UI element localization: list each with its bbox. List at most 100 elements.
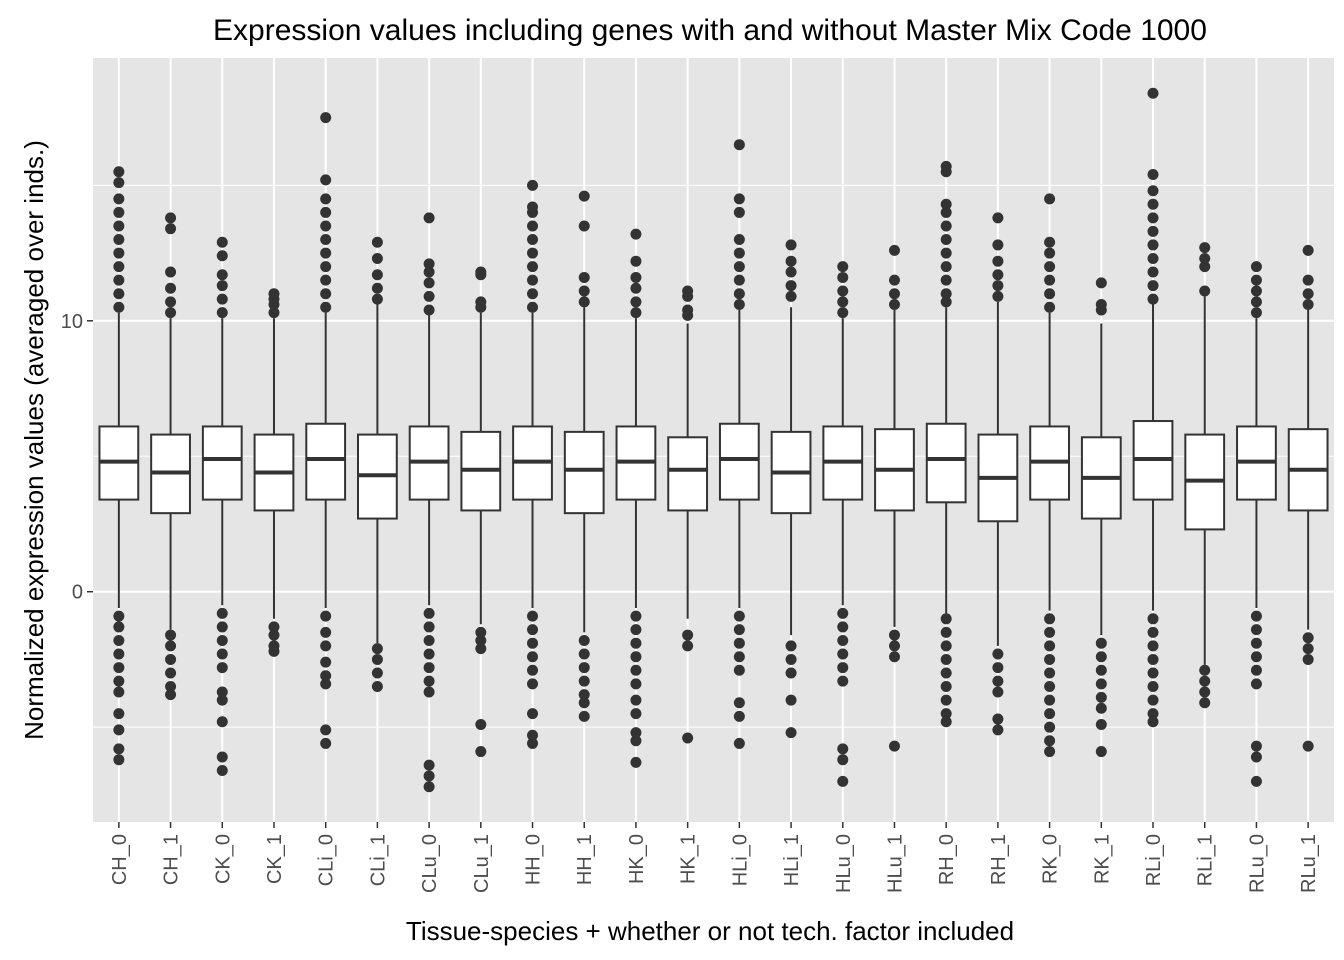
outlier-point [992,686,1004,698]
outlier-point [837,675,849,687]
outlier-point [320,626,332,638]
outlier-point [940,160,952,172]
outlier-point [785,239,797,251]
outlier-point [630,610,642,622]
outlier-point [113,686,125,698]
outlier-point [1095,691,1107,703]
outlier-point [113,166,125,178]
outlier-point [113,662,125,674]
outlier-point [992,280,1004,292]
box-group-RH_0 [925,160,967,728]
outlier-point [1147,198,1159,210]
outlier-point [165,282,177,294]
box-group-CH_0 [98,166,140,766]
x-tick-label: HLu_0 [833,834,855,893]
outlier-point [371,236,383,248]
outlier-point [682,629,694,641]
outlier-point [527,261,539,273]
outlier-point [888,288,900,300]
outlier-point [940,681,952,693]
outlier-point [475,718,487,730]
outlier-point [940,198,952,210]
outlier-point [1044,193,1056,205]
outlier-point [423,686,435,698]
outlier-point [837,261,849,273]
outlier-point [1199,261,1211,273]
outlier-point [1147,252,1159,264]
x-tick-label: HLu_1 [884,834,906,893]
outlier-point [1199,664,1211,676]
outlier-point [992,724,1004,736]
outlier-point [1147,168,1159,180]
outlier-point [268,629,280,641]
outlier-point [785,727,797,739]
outlier-point [837,634,849,646]
outlier-point [475,266,487,278]
outlier-point [423,781,435,793]
outlier-point [578,648,590,660]
outlier-point [423,290,435,302]
outlier-point [1250,296,1262,308]
outlier-point [1095,718,1107,730]
outlier-point [320,610,332,622]
outlier-point [268,645,280,657]
outlier-point [940,296,952,308]
outlier-point [785,255,797,267]
outlier-point [527,247,539,259]
outlier-point [475,746,487,758]
outlier-point [940,716,952,728]
outlier-point [888,244,900,256]
outlier-point [940,247,952,259]
outlier-point [1147,681,1159,693]
x-tick-label: RLi_0 [1143,834,1165,886]
outlier-point [785,653,797,665]
outlier-point [527,610,539,622]
outlier-point [268,288,280,300]
outlier-point [1302,299,1314,311]
outlier-point [320,678,332,690]
outlier-point [940,288,952,300]
outlier-point [320,737,332,749]
chart-title: Expression values including genes with a… [213,14,1207,47]
outlier-point [216,607,228,619]
outlier-point [1147,653,1159,665]
outlier-point [320,288,332,300]
outlier-point [1044,247,1056,259]
outlier-point [1199,686,1211,698]
outlier-point [1044,746,1056,758]
outlier-point [268,621,280,633]
box-group-RLu_1 [1287,244,1329,752]
outlier-point [320,724,332,736]
outlier-point [837,307,849,319]
outlier-point [216,293,228,305]
outlier-point [578,296,590,308]
outlier-point [113,274,125,286]
outlier-point [992,212,1004,224]
x-tick-label: RK_1 [1091,834,1113,884]
outlier-point [992,675,1004,687]
outlier-point [682,732,694,744]
outlier-point [423,621,435,633]
outlier-point [888,274,900,286]
x-tick-label: RLi_1 [1195,834,1217,886]
box [563,430,605,515]
outlier-point [113,724,125,736]
outlier-point [1044,681,1056,693]
box [718,422,760,501]
outlier-point [216,307,228,319]
outlier-point [1044,274,1056,286]
outlier-point [733,697,745,709]
outlier-point [733,637,745,649]
outlier-point [733,206,745,218]
outlier-point [940,626,952,638]
box-group-RH_1 [977,212,1019,736]
outlier-point [940,667,952,679]
outlier-point [113,177,125,189]
outlier-point [1095,277,1107,289]
x-tick-label: RLu_0 [1246,834,1268,893]
outlier-point [1044,640,1056,652]
outlier-point [733,288,745,300]
outlier-point [682,304,694,316]
outlier-point [1147,239,1159,251]
outlier-point [1147,708,1159,720]
